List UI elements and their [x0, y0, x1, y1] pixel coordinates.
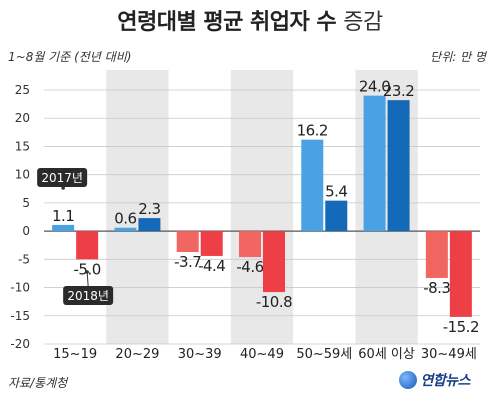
value-label: -5.0	[74, 260, 101, 278]
value-label: 2.3	[138, 200, 160, 218]
bar	[239, 231, 261, 258]
value-label: -3.7	[174, 253, 201, 271]
x-tick-label: 15~19	[53, 347, 97, 362]
x-tick-label: 20~29	[115, 347, 159, 362]
source-label: 자료/통계청	[8, 376, 68, 390]
series-tag-2017-box	[37, 168, 88, 187]
y-tick-label: 5	[22, 196, 30, 210]
value-label: 5.4	[325, 183, 347, 201]
category-band	[106, 70, 169, 344]
chart-subtitle: 1~8월 기준 (전년 대비)	[8, 50, 132, 64]
x-tick-label: 50~59세	[296, 347, 352, 362]
bar	[114, 227, 137, 232]
y-tick-label: -15	[10, 309, 30, 323]
series-tag-2017-dot	[61, 186, 65, 190]
bar	[263, 231, 285, 293]
bar	[52, 224, 75, 232]
category-band	[230, 70, 294, 344]
y-tick-label: -10	[10, 281, 30, 295]
y-tick-label: 20	[15, 111, 30, 125]
value-label: 16.2	[297, 122, 328, 140]
logo-text: 연합뉴스	[420, 373, 470, 389]
value-label: 24.0	[359, 78, 390, 96]
bar	[138, 218, 161, 232]
y-tick-label: -20	[10, 337, 30, 351]
series-tag-2018-leader	[86, 271, 89, 287]
value-label: -10.8	[256, 293, 292, 311]
value-label: -15.2	[443, 318, 479, 336]
bar	[200, 231, 223, 256]
bar	[76, 231, 99, 260]
series-tag-2018-dot	[85, 270, 89, 274]
y-tick-label: -5	[18, 252, 30, 266]
bar	[387, 100, 410, 232]
value-label: 0.6	[114, 210, 136, 228]
value-label: 1.1	[52, 207, 74, 225]
series-tag-2017-label: 2017년	[41, 171, 83, 185]
y-tick-label: 10	[15, 168, 30, 182]
bar	[425, 231, 448, 278]
bar	[301, 139, 324, 232]
series-tag-2018-box	[63, 286, 114, 305]
series-tag-2018-label: 2018년	[67, 289, 109, 303]
bar	[363, 95, 386, 232]
unit-label: 단위: 만 명	[430, 50, 486, 64]
title-main: 연령대별 평균 취업자 수	[117, 10, 337, 35]
value-label: -4.4	[198, 257, 225, 275]
y-tick-label: 25	[15, 83, 30, 97]
x-tick-label: 60세 이상	[358, 347, 415, 362]
chart-title: 연령대별 평균 취업자 수 증감	[0, 4, 500, 36]
title-suffix: 증감	[343, 10, 383, 35]
bar	[176, 231, 199, 252]
bar	[325, 200, 348, 232]
x-tick-label: 40~49	[240, 347, 284, 362]
value-label: 23.2	[383, 82, 414, 100]
y-tick-label: 15	[15, 139, 30, 153]
publisher-logo: 연합뉴스	[399, 369, 470, 391]
y-tick-label: 0	[22, 224, 30, 238]
x-tick-label: 30~39	[178, 347, 222, 362]
logo-icon	[399, 371, 418, 389]
x-tick-label: 30~49세	[421, 347, 477, 362]
value-label: -4.6	[236, 258, 263, 276]
bar	[449, 231, 472, 317]
value-label: -8.3	[423, 279, 450, 297]
